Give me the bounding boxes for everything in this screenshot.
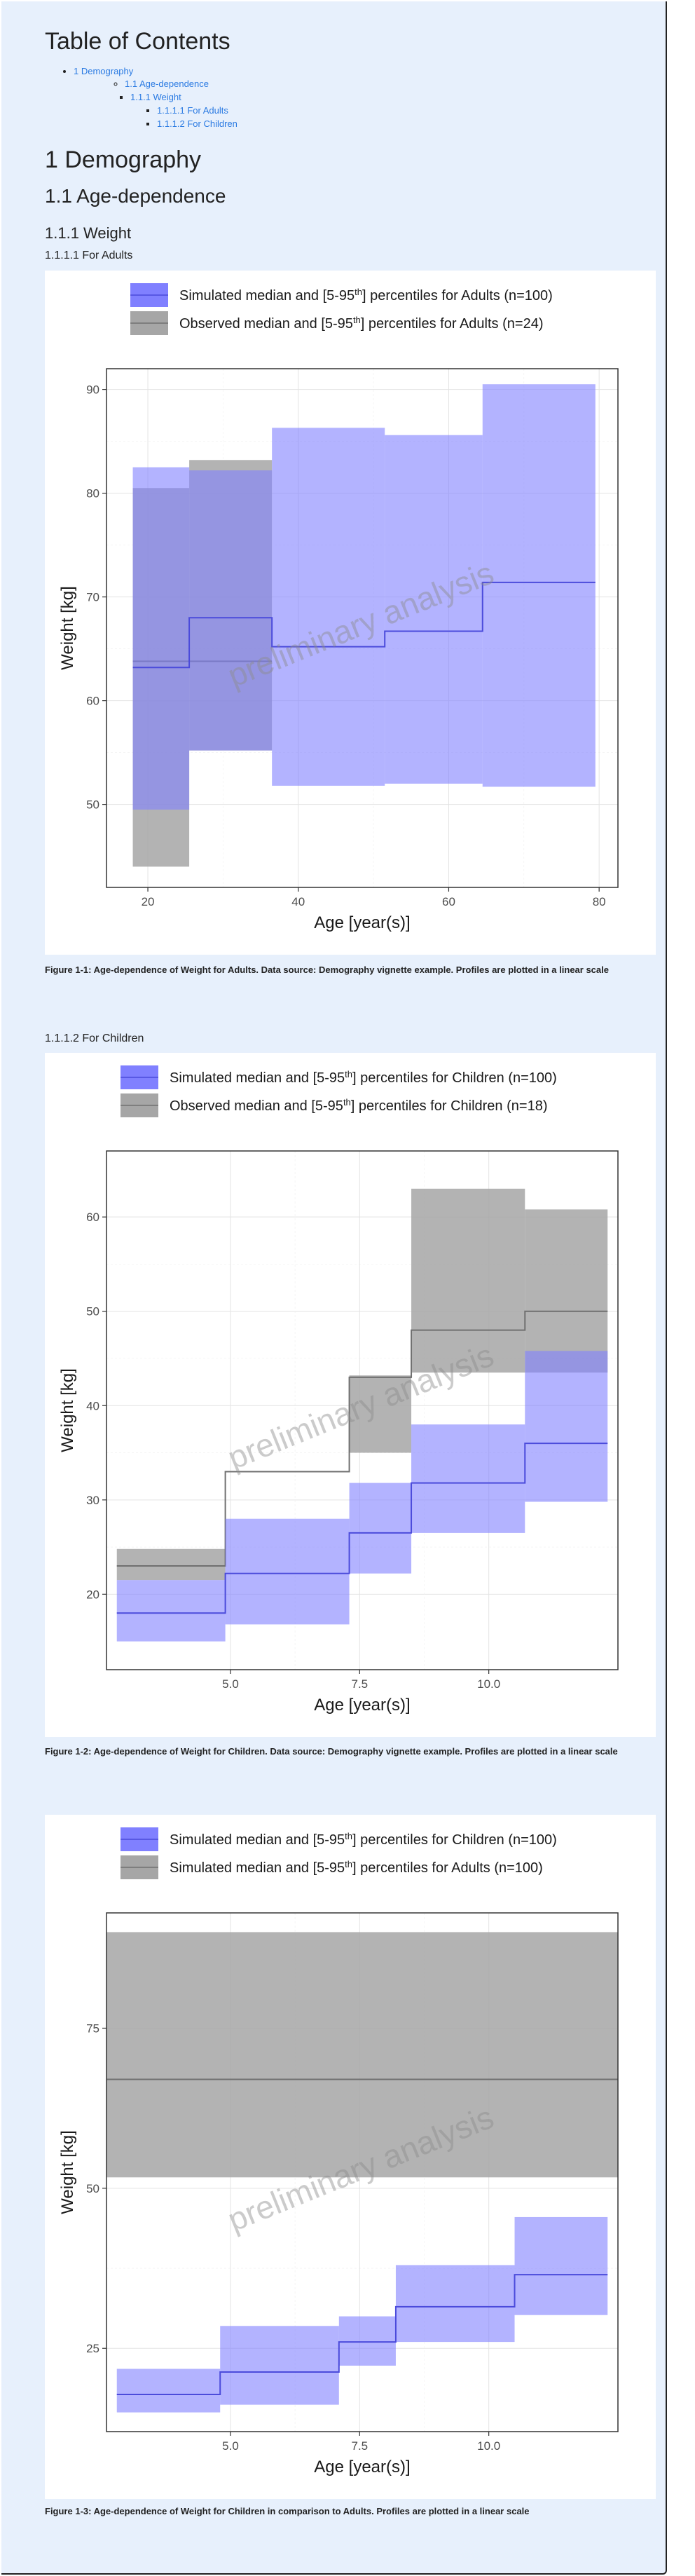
x-tick-label: 80: [593, 895, 606, 908]
ribbon-obs: [116, 1548, 226, 1581]
ribbon-sim: [225, 1518, 350, 1625]
legend-label-obs: Observed median and [5-95th] percentiles…: [170, 1097, 547, 1115]
ribbon-sim: [411, 1424, 525, 1533]
toc-link-demography[interactable]: 1 Demography: [74, 66, 134, 76]
y-axis-label: Weight [kg]: [58, 1368, 77, 1452]
x-axis-label: Age [year(s)]: [314, 913, 410, 932]
y-tick-label: 50: [86, 1305, 99, 1318]
ribbon-sim: [220, 2326, 339, 2405]
y-tick-label: 60: [86, 1211, 99, 1224]
chart-children: Simulated median and [5-95th] percentile…: [58, 1065, 619, 1715]
ribbon-sim: [189, 470, 273, 751]
x-axis-label: Age [year(s)]: [314, 2458, 410, 2476]
legend-label-sim: Simulated median and [5-95th] percentile…: [170, 1069, 557, 1086]
toc-link-weight[interactable]: 1.1.1 Weight: [130, 92, 181, 102]
y-tick-label: 40: [86, 1399, 99, 1412]
series-sim: [116, 1351, 608, 1642]
y-axis-label: Weight [kg]: [58, 586, 77, 670]
ribbon-sim: [116, 1580, 226, 1642]
x-tick-label: 5.0: [222, 1677, 239, 1691]
chart-comparison: Simulated median and [5-95th] percentile…: [58, 1827, 619, 2476]
toc-list-level2: 1.1 Age-dependence: [125, 79, 209, 89]
y-tick-label: 25: [86, 2342, 99, 2355]
series-obs: [116, 1188, 608, 1581]
series-sim: [116, 2216, 608, 2413]
figure-caption-children: Figure 1-2: Age-dependence of Weight for…: [45, 1746, 618, 1757]
y-tick-label: 75: [86, 2022, 99, 2035]
toc-list-level4: 1.1.1.1 For Adults 1.1.1.2 For Children: [157, 105, 238, 129]
ribbon-obs: [349, 1375, 412, 1453]
plot-border: [106, 368, 619, 888]
ribbon-sim: [132, 467, 190, 810]
series-obs: [106, 1932, 618, 2178]
x-tick-label: 7.5: [351, 2439, 368, 2453]
ribbon-sim: [514, 2216, 608, 2315]
section-heading-demography: 1 Demography: [45, 146, 202, 173]
toc-item-adults: 1.1.1.1 For Adults: [157, 105, 238, 116]
x-tick-label: 10.0: [477, 2439, 500, 2453]
legend-label-sim: Simulated median and [5-95th] percentile…: [170, 1831, 557, 1848]
plot-border: [106, 1150, 619, 1670]
chart-adults: Simulated median and [5-95th] percentile…: [58, 283, 619, 932]
y-tick-label: 60: [86, 695, 99, 708]
toc-item-children: 1.1.1.2 For Children: [157, 118, 238, 129]
figure-children: Simulated median and [5-95th] percentile…: [45, 1053, 656, 1737]
y-tick-label: 80: [86, 487, 99, 500]
toc-link-children[interactable]: 1.1.1.2 For Children: [157, 118, 238, 129]
ribbon-sim: [482, 384, 596, 787]
y-tick-label: 50: [86, 798, 99, 812]
series-sim: [132, 384, 596, 810]
x-tick-label: 10.0: [477, 1677, 500, 1691]
y-tick-label: 20: [86, 1588, 99, 1601]
toc-title: Table of Contents: [45, 28, 230, 55]
plot-border: [106, 1912, 619, 2432]
toc-list: 1 Demography: [74, 66, 133, 76]
y-tick-label: 50: [86, 2182, 99, 2195]
y-tick-label: 70: [86, 591, 99, 604]
median-line-sim: [116, 2274, 608, 2396]
y-axis-label: Weight [kg]: [58, 2130, 77, 2214]
section-heading-adults: 1.1.1.1 For Adults: [45, 250, 133, 261]
figure-caption-adults: Figure 1-1: Age-dependence of Weight for…: [45, 965, 609, 975]
x-tick-label: 5.0: [222, 2439, 239, 2453]
ribbon-obs: [411, 1188, 525, 1373]
section-heading-weight: 1.1.1 Weight: [45, 224, 132, 242]
toc-item-age-dependence: 1.1 Age-dependence: [125, 79, 209, 89]
ribbon-sim: [395, 2265, 515, 2343]
ribbon-obs: [525, 1209, 608, 1373]
ribbon-sim: [385, 435, 483, 784]
legend-label-obs: Observed median and [5-95th] percentiles…: [179, 315, 543, 332]
ribbon-sim: [272, 428, 385, 786]
median-line-sim: [132, 581, 596, 669]
toc-link-age-dependence[interactable]: 1.1 Age-dependence: [125, 79, 209, 89]
toc-list-level3: 1.1.1 Weight: [130, 92, 181, 102]
toc-link-adults[interactable]: 1.1.1.1 For Adults: [157, 105, 228, 116]
figure-caption-comparison: Figure 1-3: Age-dependence of Weight for…: [45, 2506, 530, 2516]
x-tick-label: 40: [291, 895, 305, 908]
section-heading-children: 1.1.1.2 For Children: [45, 1033, 144, 1044]
toc-item-weight: 1.1.1 Weight: [130, 92, 181, 102]
ribbon-sim: [338, 2316, 396, 2366]
legend-label-sim: Simulated median and [5-95th] percentile…: [179, 287, 553, 304]
y-tick-label: 90: [86, 383, 99, 397]
x-axis-label: Age [year(s)]: [314, 1696, 410, 1715]
ribbon-sim: [525, 1351, 608, 1502]
x-tick-label: 7.5: [351, 1677, 368, 1691]
x-tick-label: 20: [142, 895, 155, 908]
legend-label-obs: Simulated median and [5-95th] percentile…: [170, 1859, 543, 1876]
ribbon-sim: [116, 2369, 221, 2413]
section-heading-age-dependence: 1.1 Age-dependence: [45, 185, 226, 207]
report-page: Table of Contents 1 Demography 1.1 Age-d…: [1, 1, 667, 2575]
figure-comparison: Simulated median and [5-95th] percentile…: [45, 1815, 656, 2499]
toc-item-demography: 1 Demography: [74, 66, 133, 76]
ribbon-obs: [106, 1932, 618, 2178]
y-tick-label: 30: [86, 1494, 99, 1507]
x-tick-label: 60: [442, 895, 455, 908]
ribbon-sim: [349, 1483, 412, 1574]
figure-adults: Simulated median and [5-95th] percentile…: [45, 271, 656, 955]
median-line-sim: [116, 1443, 608, 1614]
